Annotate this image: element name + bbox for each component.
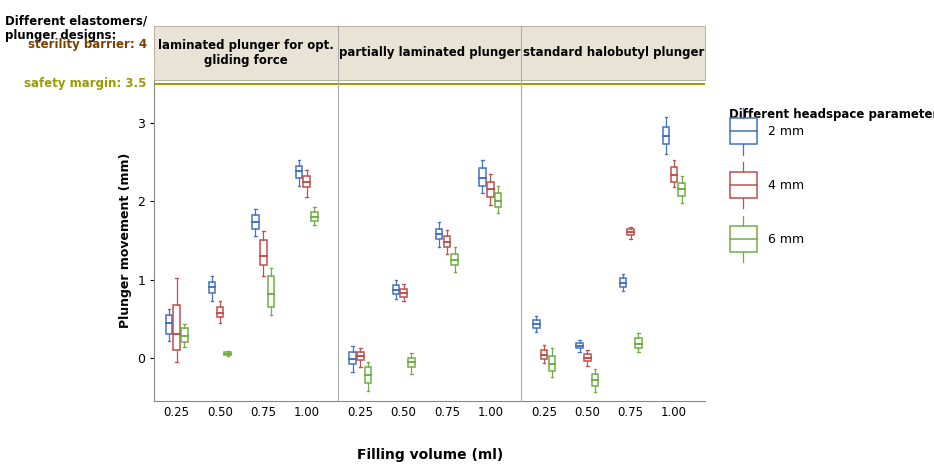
- Bar: [619, 278, 626, 287]
- Bar: [165, 315, 172, 334]
- Y-axis label: Plunger movement (mm): Plunger movement (mm): [119, 153, 132, 328]
- Bar: [671, 167, 677, 182]
- Text: 6 mm: 6 mm: [768, 233, 804, 246]
- Bar: [181, 328, 188, 342]
- Bar: [392, 285, 399, 294]
- Text: Different elastomers/
plunger designs:: Different elastomers/ plunger designs:: [5, 14, 147, 42]
- Bar: [401, 289, 407, 297]
- Text: partially laminated plunger: partially laminated plunger: [339, 46, 520, 59]
- Bar: [349, 352, 356, 364]
- Bar: [444, 236, 450, 247]
- Bar: [592, 374, 599, 386]
- Bar: [495, 193, 502, 207]
- Bar: [252, 215, 259, 228]
- Bar: [451, 254, 458, 265]
- Bar: [635, 338, 642, 348]
- Bar: [541, 350, 547, 359]
- Text: 2 mm: 2 mm: [768, 125, 804, 138]
- Bar: [678, 183, 685, 196]
- Bar: [584, 354, 590, 361]
- Bar: [295, 166, 302, 178]
- Text: laminated plunger for opt.
gliding force: laminated plunger for opt. gliding force: [158, 39, 333, 67]
- Bar: [224, 352, 231, 355]
- Text: sterility barrier: 4: sterility barrier: 4: [27, 38, 147, 51]
- Bar: [576, 343, 583, 348]
- Bar: [209, 282, 216, 293]
- Bar: [304, 176, 310, 187]
- Bar: [217, 307, 223, 317]
- Bar: [174, 305, 180, 350]
- Text: Different headspace parameters:: Different headspace parameters:: [729, 108, 934, 121]
- Text: 4 mm: 4 mm: [768, 179, 804, 192]
- Bar: [268, 276, 275, 307]
- Bar: [311, 212, 318, 221]
- Bar: [357, 352, 363, 360]
- Bar: [260, 240, 266, 265]
- Text: safety margin: 3.5: safety margin: 3.5: [24, 77, 147, 90]
- Bar: [408, 358, 415, 367]
- Text: standard halobutyl plunger: standard halobutyl plunger: [523, 46, 704, 59]
- Bar: [663, 127, 670, 144]
- Bar: [436, 228, 443, 239]
- Bar: [479, 168, 486, 186]
- Bar: [533, 320, 540, 328]
- Bar: [548, 356, 555, 371]
- Bar: [487, 182, 493, 197]
- Text: Filling volume (ml): Filling volume (ml): [357, 448, 502, 462]
- Bar: [365, 367, 372, 383]
- Bar: [628, 229, 634, 235]
